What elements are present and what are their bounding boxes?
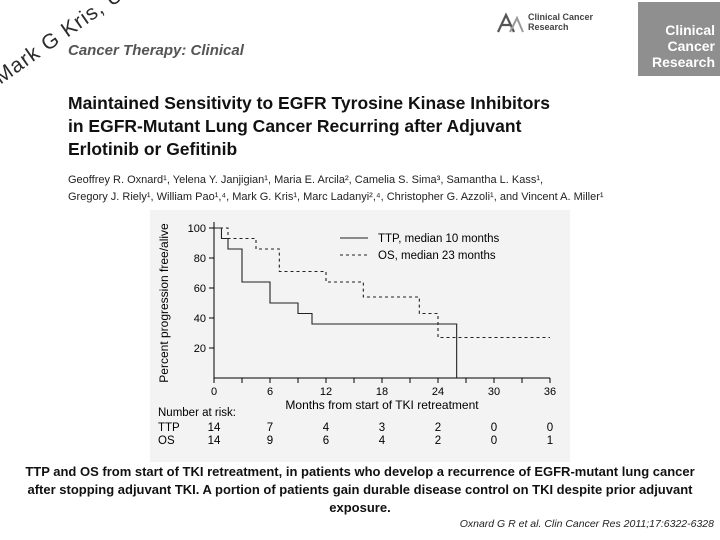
series-line-os [214, 227, 550, 339]
x-tick-label: 36 [544, 386, 556, 398]
publisher-logo-text: Clinical Cancer Research [528, 12, 593, 32]
risk-value: 0 [491, 435, 497, 447]
y-tick-label: 40 [194, 313, 206, 325]
y-tick-label: 60 [194, 283, 206, 295]
risk-value: 6 [323, 435, 329, 447]
risk-value: 14 [208, 435, 221, 447]
journal-logo-line1: Clinical [665, 22, 715, 38]
article-title-line3: Erlotinib or Gefitinib [68, 139, 238, 159]
risk-value: 4 [323, 422, 330, 434]
x-tick-label: 18 [376, 386, 388, 398]
journal-logo-line3: Research [651, 54, 715, 70]
risk-table-title: Number at risk: [158, 407, 236, 419]
risk-value: 2 [435, 422, 441, 434]
risk-value: 7 [267, 422, 273, 434]
journal-section: Cancer Therapy: Clinical [68, 42, 244, 59]
x-tick-label: 6 [267, 386, 273, 398]
article-title: Maintained Sensitivity to EGFR Tyrosine … [68, 92, 628, 161]
risk-row-label: TTP [158, 422, 180, 434]
x-tick-label: 24 [432, 386, 444, 398]
risk-value: 3 [379, 422, 385, 434]
citation: Oxnard G R et al. Clin Cancer Res 2011;1… [459, 518, 714, 530]
author-line2: Gregory J. Riely¹, William Pao¹,⁴, Mark … [68, 191, 604, 203]
series-line-ttp [214, 227, 458, 378]
x-tick-label: 0 [211, 386, 217, 398]
y-axis-label: Percent progression free/alive [157, 223, 171, 383]
figure-caption: TTP and OS from start of TKI retreatment… [25, 464, 695, 515]
y-tick-label: 20 [194, 343, 206, 355]
article-title-line1: Maintained Sensitivity to EGFR Tyrosine … [68, 93, 550, 113]
risk-row-label: OS [158, 435, 175, 447]
legend-label: OS, median 23 months [378, 250, 496, 262]
author-list: Geoffrey R. Oxnard¹, Yelena Y. Janjigian… [68, 172, 678, 206]
x-tick-label: 12 [320, 386, 332, 398]
journal-logo-line2: Cancer [667, 38, 715, 54]
risk-value: 14 [208, 422, 221, 434]
publisher-logo-line1: Clinical Cancer [528, 12, 594, 22]
risk-value: 9 [267, 435, 273, 447]
x-tick-label: 30 [488, 386, 500, 398]
author-line1: Geoffrey R. Oxnard¹, Yelena Y. Janjigian… [68, 174, 544, 186]
risk-value: 2 [435, 435, 441, 447]
risk-value: 1 [547, 435, 553, 447]
risk-value: 4 [379, 435, 386, 447]
y-tick-label: 80 [194, 253, 206, 265]
risk-value: 0 [491, 422, 497, 434]
aacr-logo-icon [497, 12, 524, 33]
y-tick-label: 100 [188, 223, 206, 235]
x-axis-label: Months from start of TKI retreatment [285, 398, 479, 412]
article-title-line2: in EGFR-Mutant Lung Cancer Recurring aft… [68, 116, 522, 136]
journal-logo-box: Clinical Cancer Research [638, 2, 720, 76]
risk-value: 0 [547, 422, 553, 434]
legend-label: TTP, median 10 months [378, 233, 499, 245]
publisher-logo-line2: Research [528, 22, 569, 32]
figure-background [150, 210, 570, 462]
